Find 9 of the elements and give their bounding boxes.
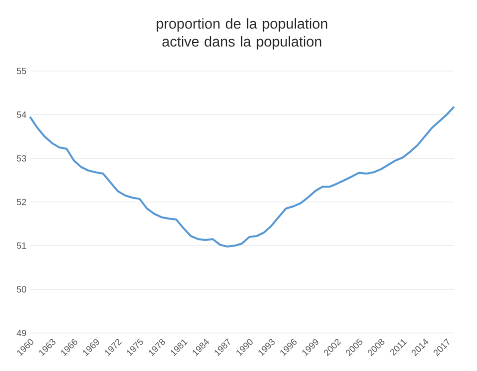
line-series bbox=[29, 106, 455, 248]
y-tick-label: 49 bbox=[16, 330, 26, 336]
y-tick-label: 55 bbox=[16, 68, 26, 74]
y-tick-label: 51 bbox=[16, 242, 26, 249]
chart-title: proportion de la population active dans la population bbox=[156, 18, 328, 50]
y-tick-label: 54 bbox=[16, 112, 26, 118]
y-tick-label: 50 bbox=[16, 286, 26, 293]
y-tick-label: 53 bbox=[16, 155, 26, 162]
y-tick-label: 52 bbox=[16, 198, 26, 206]
